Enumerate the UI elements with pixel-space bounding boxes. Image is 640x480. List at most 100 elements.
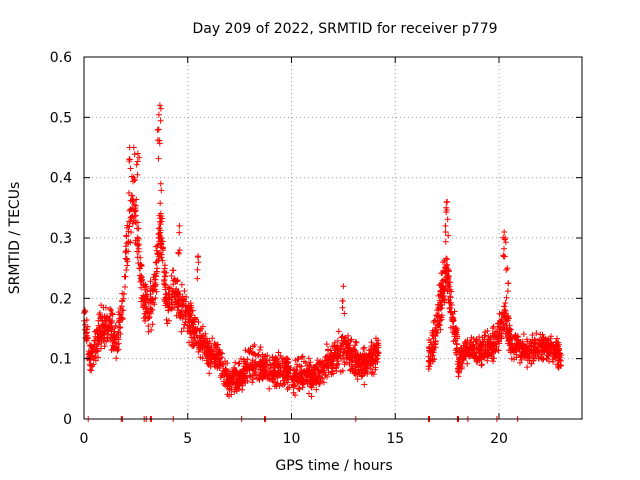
data-point: [275, 371, 282, 378]
data-point: [162, 273, 168, 280]
data-point: [439, 290, 446, 297]
data-point: [520, 341, 527, 348]
data-point: [195, 259, 202, 266]
data-point: [487, 342, 494, 349]
data-point: [498, 330, 505, 337]
data-point: [222, 365, 229, 372]
data-point: [555, 365, 562, 371]
data-point: [532, 340, 539, 346]
data-point: [442, 222, 449, 229]
data-point: [122, 284, 128, 290]
data-point: [217, 374, 224, 381]
data-point: [161, 278, 168, 284]
data-point: [347, 356, 354, 363]
data-point: [181, 288, 188, 294]
data-point: [93, 328, 100, 335]
data-point: [176, 229, 183, 236]
data-point: [437, 326, 444, 333]
data-point: [152, 259, 159, 266]
data-point: [354, 360, 361, 367]
data-point: [503, 294, 510, 301]
data-point: [271, 373, 278, 380]
data-point: [555, 363, 561, 370]
data-point: [360, 355, 367, 362]
data-point: [94, 341, 101, 348]
data-point: [482, 341, 489, 348]
data-point: [251, 342, 258, 348]
data-point: [162, 294, 169, 301]
data-point: [501, 245, 507, 252]
data-point: [301, 377, 307, 384]
data-point: [159, 257, 166, 264]
data-point: [526, 342, 533, 349]
data-point: [157, 200, 164, 207]
data-point: [447, 293, 453, 300]
data-point: [194, 275, 201, 282]
data-point: [134, 254, 141, 261]
data-point: [131, 213, 138, 220]
data-point: [127, 165, 134, 172]
data-point: [274, 356, 280, 363]
data-point: [328, 368, 335, 375]
data-point: [459, 352, 466, 359]
data-point: [188, 341, 195, 348]
data-point: [157, 251, 164, 258]
data-point: [104, 326, 111, 333]
data-point: [554, 342, 561, 349]
data-point: [443, 207, 450, 213]
data-point: [316, 360, 323, 367]
data-point: [478, 346, 485, 353]
data-point: [174, 307, 181, 314]
data-point: [119, 315, 126, 322]
data-point: [465, 345, 472, 352]
data-point: [497, 326, 504, 333]
data-point: [186, 307, 193, 313]
y-tick-label: 0.2: [50, 291, 72, 307]
data-point: [145, 315, 152, 321]
data-point: [446, 279, 453, 286]
data-point: [107, 313, 114, 319]
data-point: [155, 225, 162, 232]
data-point: [194, 266, 201, 273]
data-point: [515, 336, 522, 343]
data-point: [263, 357, 270, 364]
data-point: [299, 353, 306, 360]
data-point: [504, 288, 511, 295]
data-point: [320, 379, 327, 386]
data-point: [341, 339, 348, 346]
data-point: [427, 339, 434, 346]
data-point: [465, 352, 472, 359]
data-point: [186, 322, 193, 329]
data-point: [203, 335, 210, 342]
data-point: [352, 338, 359, 345]
data-point: [195, 319, 202, 326]
data-point: [257, 344, 264, 351]
data-point: [208, 344, 215, 351]
data-point: [175, 250, 182, 257]
data-point: [484, 353, 491, 360]
data-point: [173, 312, 180, 319]
data-point: [123, 240, 130, 247]
data-point: [541, 341, 548, 348]
data-point: [513, 341, 520, 348]
data-point: [432, 324, 439, 331]
data-point: [157, 180, 164, 187]
data-point: [124, 262, 131, 269]
data-point: [187, 302, 194, 309]
y-tick-label: 0.4: [50, 171, 72, 187]
data-point: [326, 352, 333, 359]
data-point: [276, 363, 283, 370]
data-point: [476, 334, 483, 340]
data-point: [277, 352, 284, 359]
data-point: [116, 318, 123, 325]
data-point: [253, 372, 259, 379]
data-point: [136, 241, 143, 248]
data-point: [84, 335, 91, 342]
data-point: [232, 367, 238, 374]
data-point: [250, 364, 257, 371]
data-point: [370, 351, 376, 358]
data-point: [533, 345, 540, 352]
data-point: [98, 302, 105, 309]
data-point: [195, 348, 202, 355]
data-point: [440, 285, 447, 292]
